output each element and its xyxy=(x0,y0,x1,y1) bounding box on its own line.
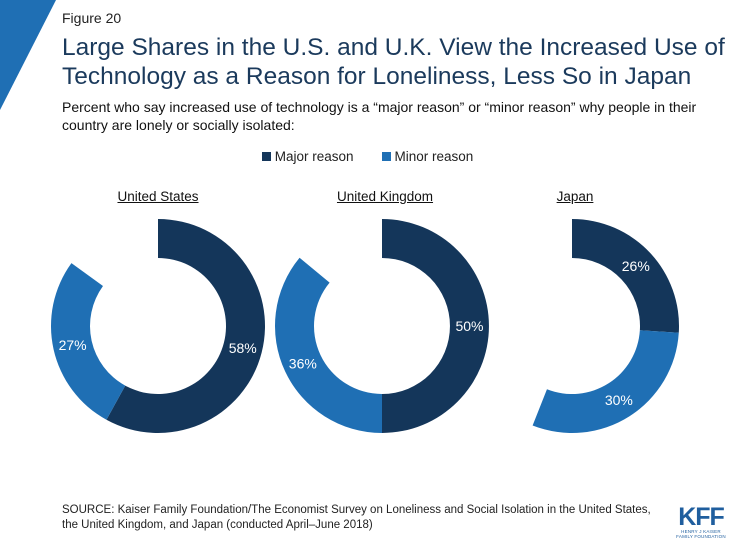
slice-uk-major xyxy=(382,219,489,433)
kff-logo: KFF HENRY J KAISER FAMILY FOUNDATION xyxy=(673,503,729,540)
chart-title-japan: Japan xyxy=(556,189,594,204)
slice-japan-major xyxy=(572,219,679,333)
chart-subtitle: Percent who say increased use of technol… xyxy=(62,99,697,133)
data-label-uk-major: 50% xyxy=(455,318,483,334)
data-label-uk-minor: 36% xyxy=(289,355,317,371)
data-label-japan-major: 26% xyxy=(622,258,650,274)
figure-label: Figure 20 xyxy=(62,10,122,26)
legend-label-major: Major reason xyxy=(274,149,354,164)
data-label-us-minor: 27% xyxy=(59,337,87,353)
legend-item-minor: Minor reason xyxy=(381,149,474,164)
data-label-japan-minor: 30% xyxy=(605,392,633,408)
logo-subtext: HENRY J KAISER FAMILY FOUNDATION xyxy=(676,529,726,539)
chart-legend: Major reason Minor reason xyxy=(0,149,735,164)
page-title: Large Shares in the U.S. and U.K. View t… xyxy=(62,34,725,90)
slice-us-minor xyxy=(50,263,126,420)
legend-swatch-minor xyxy=(381,152,391,161)
slice-japan-minor xyxy=(532,330,679,433)
chart-title-uk: United Kingdom xyxy=(336,189,434,204)
legend-item-major: Major reason xyxy=(261,149,354,164)
slice-uk-minor xyxy=(275,257,382,433)
legend-swatch-major xyxy=(261,152,271,161)
source-note: SOURCE: Kaiser Family Foundation/The Eco… xyxy=(62,504,651,531)
legend-label-minor: Minor reason xyxy=(394,149,474,164)
slice-us-major xyxy=(106,219,265,433)
corner-decoration xyxy=(0,0,56,110)
data-label-us-major: 58% xyxy=(229,340,257,356)
logo-mark: KFF xyxy=(678,503,725,531)
chart-title-us: United States xyxy=(117,189,199,204)
